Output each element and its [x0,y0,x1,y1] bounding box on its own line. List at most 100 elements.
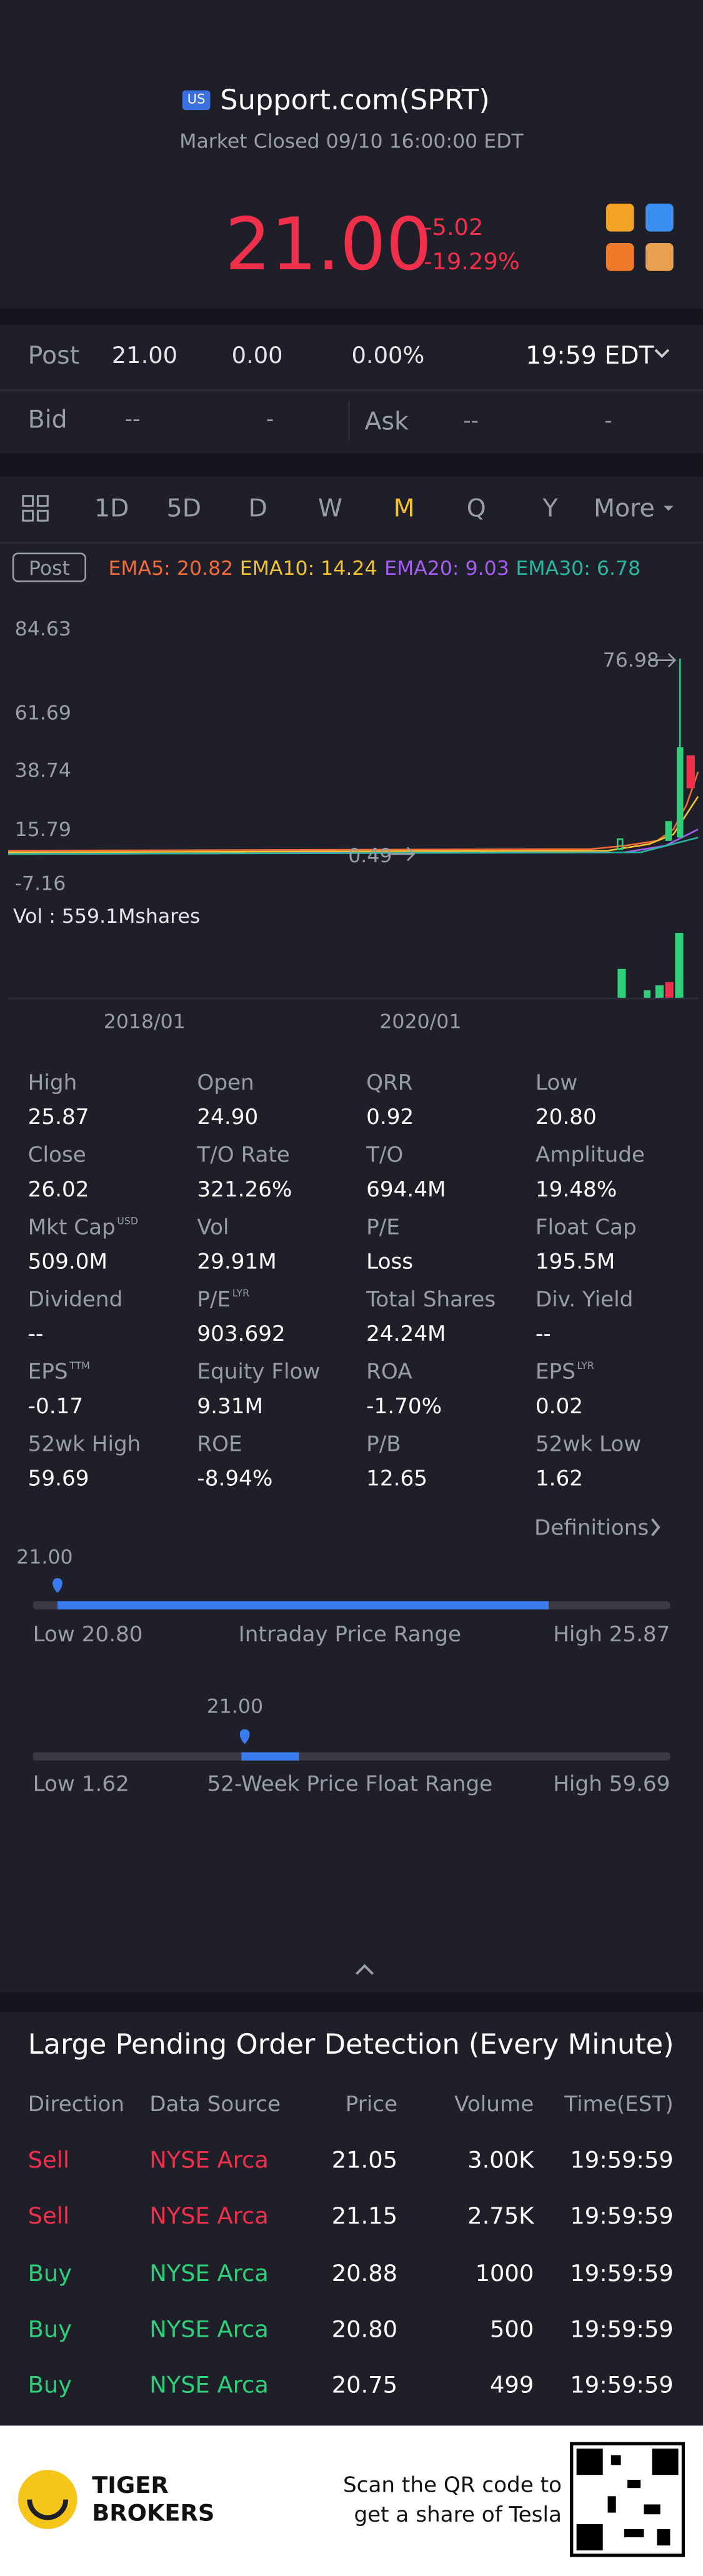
volume-label: Vol : 559.1Mshares [13,905,201,928]
last-price: 21.00 [225,203,432,287]
promo-text: Scan the QR code to [342,2474,562,2499]
orders-header: Volume [454,2093,534,2118]
stat-label: ROA [366,1360,412,1386]
stat-label: Div. Yield [535,1288,634,1313]
x-axis-label: 2018/01 [103,1010,186,1033]
divider [0,389,703,391]
stat-label: Total Shares [366,1288,496,1313]
stat-superscript: TTM [69,1360,90,1373]
brand-name: TIGER [92,2473,169,2500]
brand-name: BROKERS [92,2501,215,2528]
divider [348,400,350,440]
period-tab[interactable]: 5D [166,493,202,524]
definitions-link[interactable]: Definitions [534,1516,649,1541]
stat-label: Vol [197,1216,229,1241]
intraday-high: High 25.87 [553,1623,671,1648]
order-cell: 19:59:59 [570,2373,674,2400]
stat-superscript: LYR [232,1288,250,1300]
post-time: 19:59 EDT [526,341,654,370]
ask-value: -- [463,409,479,435]
stat-label: Float Cap [535,1216,637,1241]
ema-label: EMA20: 9.03 [384,557,509,580]
orders-header: Price [345,2093,398,2118]
order-cell: Buy [27,2261,72,2288]
order-cell: 2.75K [467,2204,534,2230]
stat-label: 52wk High [27,1433,141,1458]
order-cell: 20.75 [331,2373,398,2400]
stock-title: Support.com(SPRT) [220,84,490,117]
stat-label: P/E LYR [197,1288,250,1313]
low-annotation: 0.49 [348,844,392,867]
price-change: -5.02 [424,215,484,242]
stat-value: 24.24M [366,1323,446,1348]
y-axis-label: 61.69 [14,701,71,725]
stat-label: Close [27,1143,86,1169]
order-cell: 20.80 [331,2317,398,2344]
orders-header: Time(EST) [564,2093,674,2118]
ema-label: EMA30: 6.78 [516,557,641,580]
divider [0,542,703,544]
stat-label: Equity Flow [197,1360,321,1386]
period-tab[interactable]: 1D [94,493,129,524]
stat-value: 24.90 [197,1106,259,1131]
stat-label: Open [197,1072,254,1097]
stat-value: 1.62 [535,1467,583,1492]
ask-size: - [604,409,612,435]
separator [0,453,703,477]
badge-text: US [187,92,206,107]
period-tab[interactable]: D [248,493,267,524]
separator [0,1992,703,2012]
separator [0,309,703,326]
stat-label: 52wk Low [535,1433,642,1458]
period-tab[interactable]: W [317,493,342,524]
stat-label: T/O [366,1143,404,1169]
price-chart [8,653,699,1000]
chart-mode: Post [28,557,70,580]
week52-current: 21.00 [206,1694,264,1718]
ema-label: EMA10: 14.24 [239,557,377,580]
y-axis-label: -7.16 [14,872,66,895]
badge [182,90,211,111]
stat-value: 19.48% [535,1178,617,1203]
stat-value: -8.94% [197,1467,273,1492]
intraday-current: 21.00 [16,1545,73,1569]
intraday-title: Intraday Price Range [238,1623,462,1648]
stat-value: 694.4M [366,1178,446,1203]
stat-superscript: USD [117,1216,139,1228]
order-cell: 20.88 [331,2261,398,2288]
period-tab[interactable]: Y [542,493,558,524]
stat-label: Mkt Cap USD [27,1216,139,1241]
market-status: Market Closed 09/10 16:00:00 EDT [179,129,524,153]
period-tab[interactable]: More [593,493,655,524]
stat-superscript: LYR [577,1360,594,1373]
stat-label: EPS TTM [27,1360,90,1386]
stat-value: -- [27,1323,44,1348]
order-cell: 21.15 [331,2204,398,2230]
order-cell: Sell [27,2204,70,2230]
period-tab[interactable]: M [393,493,415,524]
stat-label: P/B [366,1433,401,1458]
order-cell: NYSE Arca [149,2261,269,2288]
bid-label: Bid [27,404,67,435]
order-cell: Buy [27,2317,72,2344]
period-tab[interactable]: Q [466,493,486,524]
order-cell: 19:59:59 [570,2148,674,2175]
post-price: 21.00 [111,343,178,370]
stat-label: High [27,1072,77,1097]
stat-value: 25.87 [27,1106,89,1131]
week52-title: 52-Week Price Float Range [207,1773,493,1798]
post-change: 0.00 [231,343,283,370]
order-cell: 500 [489,2317,534,2344]
y-axis-label: 38.74 [14,758,71,782]
grid-icon [22,495,49,522]
stat-label: P/E [366,1216,400,1241]
qr-code [570,2442,686,2557]
stat-value: -- [535,1323,551,1348]
stat-value: 29.91M [197,1250,277,1276]
stat-value: Loss [366,1250,414,1276]
order-cell: NYSE Arca [149,2204,269,2230]
order-cell: 19:59:59 [570,2261,674,2288]
stat-label: QRR [366,1072,413,1097]
order-cell: Sell [27,2148,70,2175]
